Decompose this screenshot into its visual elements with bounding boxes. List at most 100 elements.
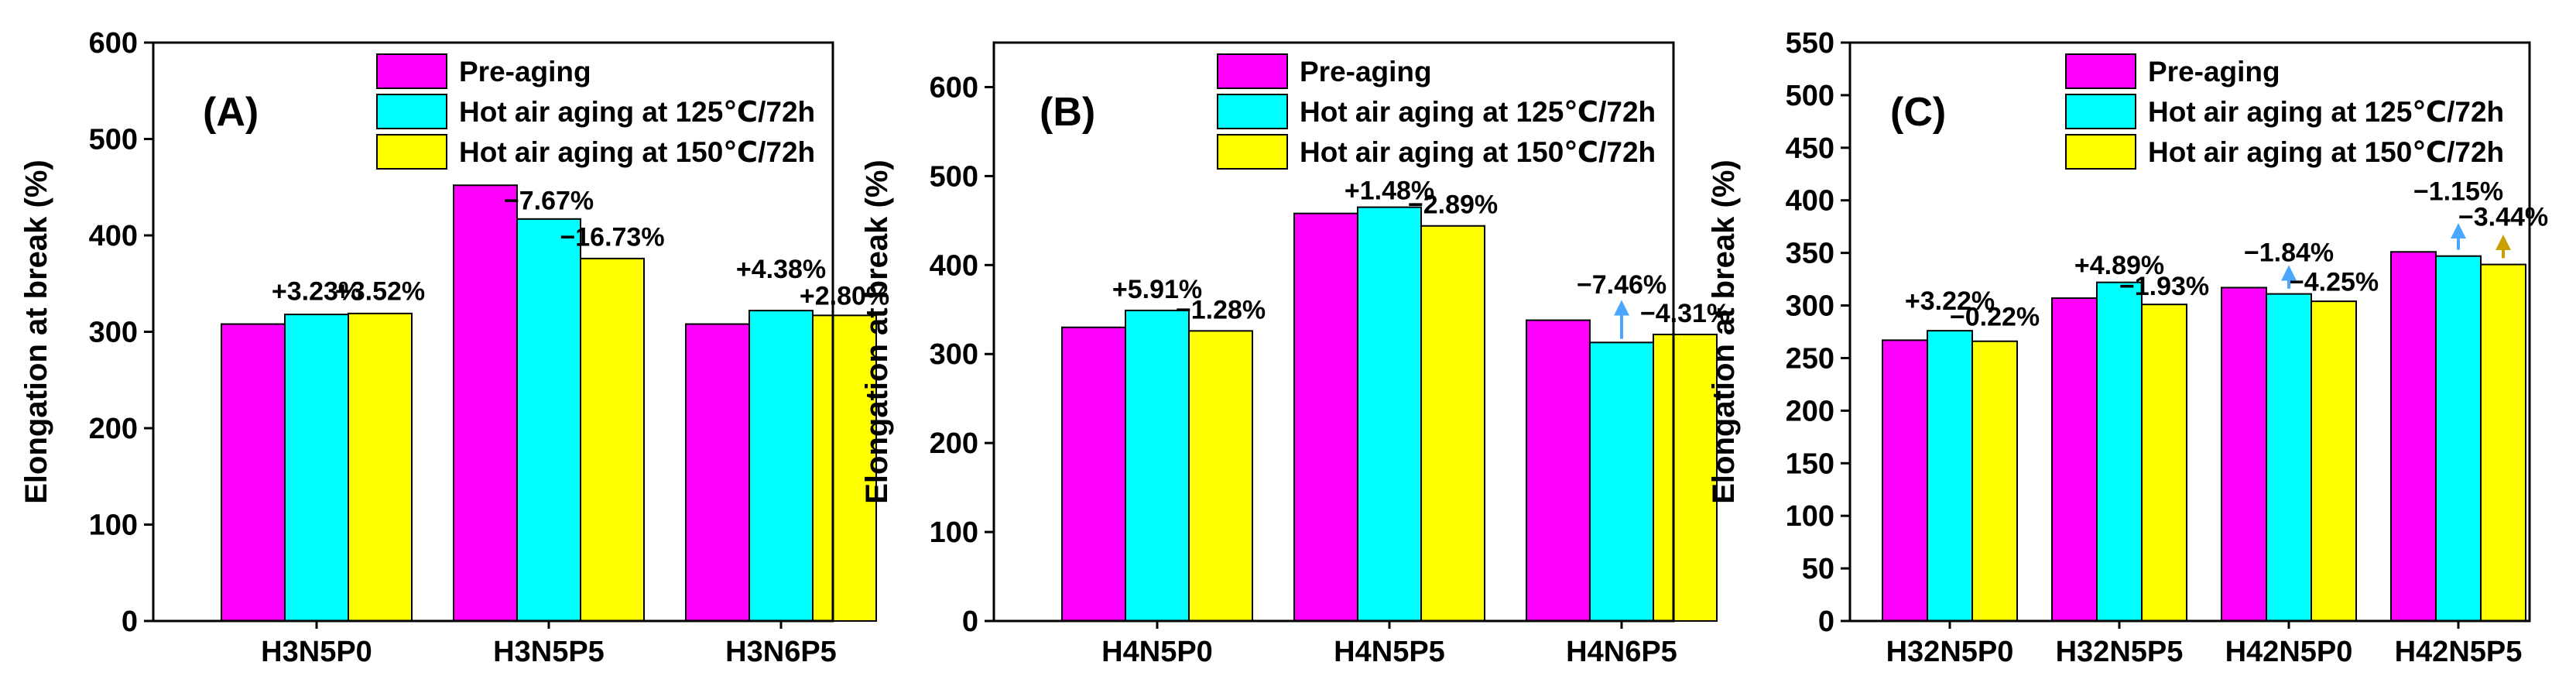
bar <box>1420 225 1485 622</box>
bar <box>2096 281 2143 622</box>
legend-swatch <box>2065 134 2136 170</box>
bar <box>1125 309 1190 622</box>
x-tick-label: H3N5P0 <box>261 636 372 668</box>
legend-label: Hot air aging at 125℃/72h <box>1300 96 1656 128</box>
legend-label: Pre-aging <box>2148 56 2280 87</box>
x-tick-label: H3N6P5 <box>725 636 837 668</box>
percent-change-label: −1.84% <box>2244 238 2334 268</box>
bar <box>685 323 750 622</box>
bar <box>221 323 286 622</box>
y-tick-label: 400 <box>1786 185 1834 218</box>
percent-change-label: +4.89% <box>2074 251 2164 280</box>
y-tick-label: 200 <box>89 413 138 445</box>
percent-change-label: +5.91% <box>1112 275 1202 304</box>
bar <box>2435 255 2482 622</box>
legend-swatch <box>1217 94 1288 129</box>
bar <box>1357 206 1422 623</box>
panel-1: H3N5P0 H3N5P5 H3N6P5 0 100 200 300 400 500 600 Elo… <box>19 27 889 668</box>
bar <box>1882 339 1928 622</box>
y-tick-label: 450 <box>1786 132 1834 165</box>
legend-swatch <box>376 94 447 129</box>
x-tick-label: H3N5P5 <box>493 636 605 668</box>
y-axis-title: Elongation at break (%) <box>19 160 53 504</box>
y-tick-label: 0 <box>1818 606 1834 638</box>
percent-change-label: −1.93% <box>2119 272 2209 301</box>
legend-swatch <box>2065 53 2136 89</box>
percent-change-label: +1.48% <box>1345 176 1434 205</box>
bar <box>2480 263 2526 622</box>
y-tick-label: 300 <box>930 338 978 371</box>
legend-label: Hot air aging at 125℃/72h <box>459 96 815 128</box>
bar <box>1589 341 1654 622</box>
legend-label: Hot air aging at 125℃/72h <box>2148 96 2504 128</box>
percent-change-label: −7.46% <box>1577 270 1667 300</box>
percent-change-label: +4.38% <box>736 255 826 284</box>
legend-swatch <box>376 134 447 170</box>
bar <box>284 314 349 622</box>
legend-label: Hot air aging at 150℃/72h <box>2148 136 2504 168</box>
legend-label: Hot air aging at 150℃/72h <box>1300 136 1656 168</box>
y-tick-label: 100 <box>1786 500 1834 533</box>
percent-change-label: +3.52% <box>335 276 425 306</box>
y-tick-label: 0 <box>962 606 978 638</box>
y-axis-title: Elongation at break (%) <box>1707 160 1741 504</box>
plot-frame <box>152 41 834 623</box>
x-tick-label: H42N5P0 <box>2225 636 2353 668</box>
legend-label: Pre-aging <box>1300 56 1432 87</box>
percent-change-label: +2.80% <box>800 282 889 311</box>
y-tick-label: 400 <box>930 249 978 282</box>
bar <box>1971 340 2018 622</box>
y-tick-label: 0 <box>122 606 138 638</box>
x-tick-label: H4N5P0 <box>1101 636 1213 668</box>
percent-change-label: −0.22% <box>1950 302 2040 331</box>
y-tick-label: 50 <box>1802 553 1834 585</box>
y-tick-label: 100 <box>930 516 978 549</box>
legend-swatch <box>1217 134 1288 170</box>
bar <box>2311 300 2357 622</box>
x-tick-label: H4N6P5 <box>1566 636 1677 668</box>
panel-2: H4N5P0 H4N5P5 H4N6P5 0 100 200 300 400 500 600 Elo… <box>860 41 1730 668</box>
bar <box>1293 212 1358 623</box>
bar <box>1927 330 1973 622</box>
panel-label: (C) <box>1890 90 1946 135</box>
bar <box>2221 286 2267 622</box>
legend-label: Hot air aging at 150℃/72h <box>459 136 815 168</box>
bar <box>2266 293 2312 622</box>
bar <box>2141 304 2187 622</box>
bar <box>1653 333 1718 622</box>
y-tick-label: 500 <box>1786 80 1834 112</box>
legend: Pre-aging Hot air aging at 125℃/72h Hot ai… <box>376 53 815 170</box>
bar <box>453 184 518 622</box>
bar <box>516 218 581 622</box>
panel-label: (B) <box>1040 90 1095 135</box>
percent-change-label: −7.67% <box>504 186 594 215</box>
legend: Pre-aging Hot air aging at 125℃/72h Hot ai… <box>2065 53 2504 170</box>
percent-change-label: +3.22% <box>1905 286 1995 316</box>
legend-swatch <box>376 53 447 89</box>
bar <box>812 314 877 622</box>
legend: Pre-aging Hot air aging at 125℃/72h Hot ai… <box>1217 53 1656 170</box>
bar <box>748 310 814 622</box>
y-tick-label: 300 <box>89 317 138 349</box>
bar <box>1526 319 1591 622</box>
bar <box>1061 326 1126 622</box>
x-tick-label: H42N5P5 <box>2395 636 2523 668</box>
y-tick-label: 500 <box>89 124 138 156</box>
bar <box>348 312 413 622</box>
legend-label: Pre-aging <box>459 56 591 87</box>
percent-change-label: −1.28% <box>1176 295 1266 324</box>
percent-change-label: +3.23% <box>272 276 361 306</box>
y-tick-label: 600 <box>89 27 138 60</box>
y-tick-label: 350 <box>1786 238 1834 270</box>
bar <box>1188 330 1253 622</box>
panel-label: (A) <box>203 90 259 135</box>
percent-change-label: −1.15% <box>2413 177 2503 207</box>
x-tick-label: H4N5P5 <box>1334 636 1445 668</box>
y-tick-label: 550 <box>1786 27 1834 60</box>
percent-change-label: −4.31% <box>1640 299 1730 328</box>
y-axis-title: Elongation at break (%) <box>860 160 894 504</box>
plot-frame <box>1848 41 2531 623</box>
percent-change-label: −3.44% <box>2458 202 2548 232</box>
x-tick-label: H32N5P0 <box>1886 636 2014 668</box>
